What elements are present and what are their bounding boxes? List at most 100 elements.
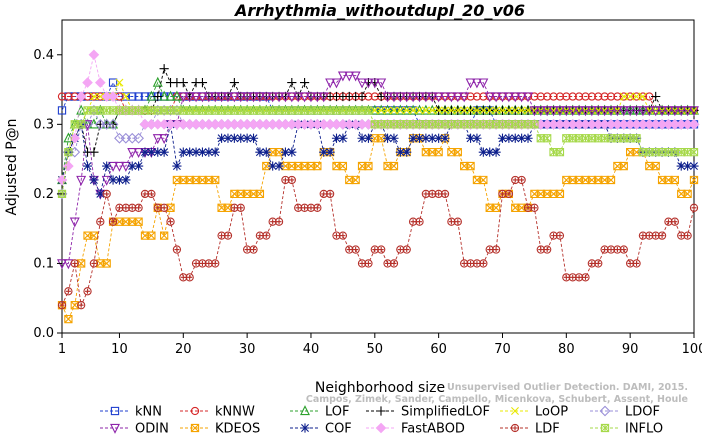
data-point — [211, 175, 220, 185]
data-point — [543, 92, 552, 101]
data-point — [203, 92, 214, 103]
data-point — [682, 106, 693, 117]
legend-item-cof: COF — [290, 422, 352, 434]
data-point — [568, 273, 577, 282]
data-point — [350, 71, 361, 82]
data-point — [388, 104, 399, 115]
data-point — [471, 78, 482, 89]
data-point — [452, 92, 463, 103]
data-point — [82, 161, 93, 171]
legend-marker — [110, 423, 120, 434]
data-point — [82, 77, 93, 88]
data-point — [651, 161, 660, 171]
data-point — [64, 287, 73, 296]
data-point — [102, 189, 111, 199]
data-point — [536, 92, 545, 101]
data-point — [606, 92, 616, 101]
data-point — [172, 161, 182, 171]
data-point — [242, 133, 252, 143]
data-point — [402, 106, 411, 115]
data-point — [637, 106, 648, 117]
data-point — [606, 106, 617, 117]
data-point — [523, 203, 533, 212]
data-point — [249, 245, 258, 254]
data-point — [548, 106, 559, 117]
data-point — [421, 189, 431, 199]
data-point — [688, 119, 700, 130]
data-point — [262, 161, 271, 171]
data-point — [478, 147, 488, 157]
data-point — [236, 133, 246, 143]
legend-item-simplifiedlof: SimplifiedLOF — [366, 405, 490, 420]
legend-label: LDOF — [625, 405, 660, 420]
data-point — [165, 90, 176, 101]
data-point — [185, 147, 195, 157]
data-point — [504, 189, 514, 199]
x-tick-label: 1 — [58, 342, 66, 357]
series-fastabod — [56, 49, 700, 186]
data-point — [657, 106, 668, 117]
data-point — [555, 92, 565, 101]
data-point — [594, 259, 603, 268]
x-tick-label: 30 — [239, 342, 256, 357]
y-axis: 0.0 0.1 0.2 0.3 0.4 — [33, 48, 62, 341]
data-point — [102, 161, 112, 171]
legend-label: kNNW — [215, 405, 255, 420]
data-point — [294, 203, 303, 212]
data-point — [96, 92, 105, 101]
data-point — [530, 120, 539, 129]
data-point — [567, 106, 578, 117]
legend-label: LoOP — [535, 405, 568, 420]
legend-item-kdeos: KDEOS — [180, 422, 260, 434]
data-point — [88, 49, 100, 61]
data-point — [255, 231, 265, 240]
data-point — [179, 273, 188, 282]
data-point — [479, 175, 488, 185]
data-point — [395, 92, 406, 103]
data-point — [338, 161, 348, 171]
data-point — [255, 147, 265, 157]
data-point — [465, 133, 476, 143]
data-point — [562, 273, 571, 282]
data-point — [63, 160, 74, 172]
data-point — [166, 217, 175, 226]
data-point — [57, 301, 67, 310]
data-point — [536, 245, 545, 254]
data-point — [421, 106, 430, 115]
data-point — [262, 231, 271, 240]
data-point — [638, 92, 647, 101]
data-point — [331, 133, 342, 143]
data-point — [363, 133, 374, 143]
data-point — [651, 231, 660, 240]
data-point — [498, 189, 507, 199]
data-point — [178, 147, 188, 157]
data-point — [364, 259, 373, 268]
data-point — [511, 106, 520, 115]
data-point — [64, 92, 73, 101]
data-point — [261, 147, 271, 157]
data-point — [593, 106, 604, 117]
data-point — [447, 217, 456, 226]
data-point — [191, 147, 201, 157]
data-point — [420, 92, 431, 103]
data-point — [440, 189, 450, 199]
data-point — [313, 161, 322, 171]
series-line — [61, 67, 694, 194]
data-point — [134, 203, 143, 212]
data-point — [134, 217, 143, 226]
data-point — [217, 231, 226, 240]
data-point — [377, 134, 386, 143]
data-point — [561, 106, 572, 117]
data-point — [363, 78, 374, 89]
data-point — [382, 104, 393, 115]
data-point — [268, 161, 278, 171]
data-point — [396, 106, 405, 115]
data-point — [434, 148, 443, 157]
data-point — [388, 92, 399, 103]
data-point — [472, 92, 482, 101]
chart-title: Arrhythmia_withoutdupl_20_v06 — [233, 1, 525, 20]
data-point — [689, 106, 699, 117]
data-point — [89, 175, 99, 185]
data-point — [287, 147, 297, 157]
